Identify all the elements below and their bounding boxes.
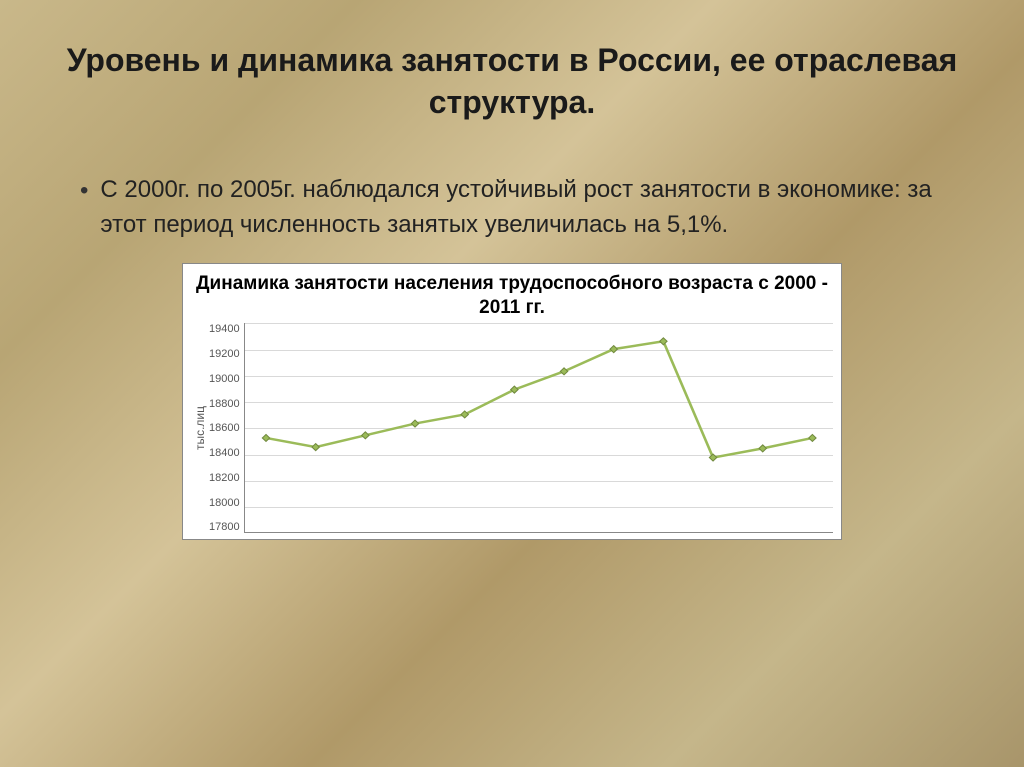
chart-marker [759, 445, 766, 452]
chart-marker [361, 432, 368, 439]
y-tick-label: 18200 [209, 472, 240, 484]
chart-container: Динамика занятости населения трудоспособ… [182, 263, 842, 541]
chart-marker [709, 454, 716, 461]
y-tick-label: 19400 [209, 323, 240, 335]
y-tick-label: 18400 [209, 447, 240, 459]
y-tick-label: 18000 [209, 497, 240, 509]
chart-title: Динамика занятости населения трудоспособ… [191, 272, 833, 320]
y-ticks: 19400 19200 19000 18800 18600 18400 18200 18000… [209, 323, 244, 533]
bullet-marker: • [80, 173, 88, 209]
y-tick-label: 17800 [209, 521, 240, 533]
y-tick-label: 18600 [209, 422, 240, 434]
slide-title: Уровень и динамика занятости в России, е… [60, 40, 964, 123]
chart-line [266, 342, 812, 458]
bullet-item: • С 2000г. по 2005г. наблюдался устойчив… [60, 173, 964, 243]
chart-plot [244, 323, 833, 533]
y-tick-label: 19200 [209, 348, 240, 360]
chart-marker [659, 338, 666, 345]
bullet-text: С 2000г. по 2005г. наблюдался устойчивый… [100, 173, 944, 243]
y-axis-label: тыс.лиц [191, 406, 209, 450]
chart-marker [411, 420, 418, 427]
y-tick-label: 18800 [209, 398, 240, 410]
chart-marker [262, 435, 269, 442]
chart-marker [312, 444, 319, 451]
chart-marker [808, 435, 815, 442]
y-tick-label: 19000 [209, 373, 240, 385]
